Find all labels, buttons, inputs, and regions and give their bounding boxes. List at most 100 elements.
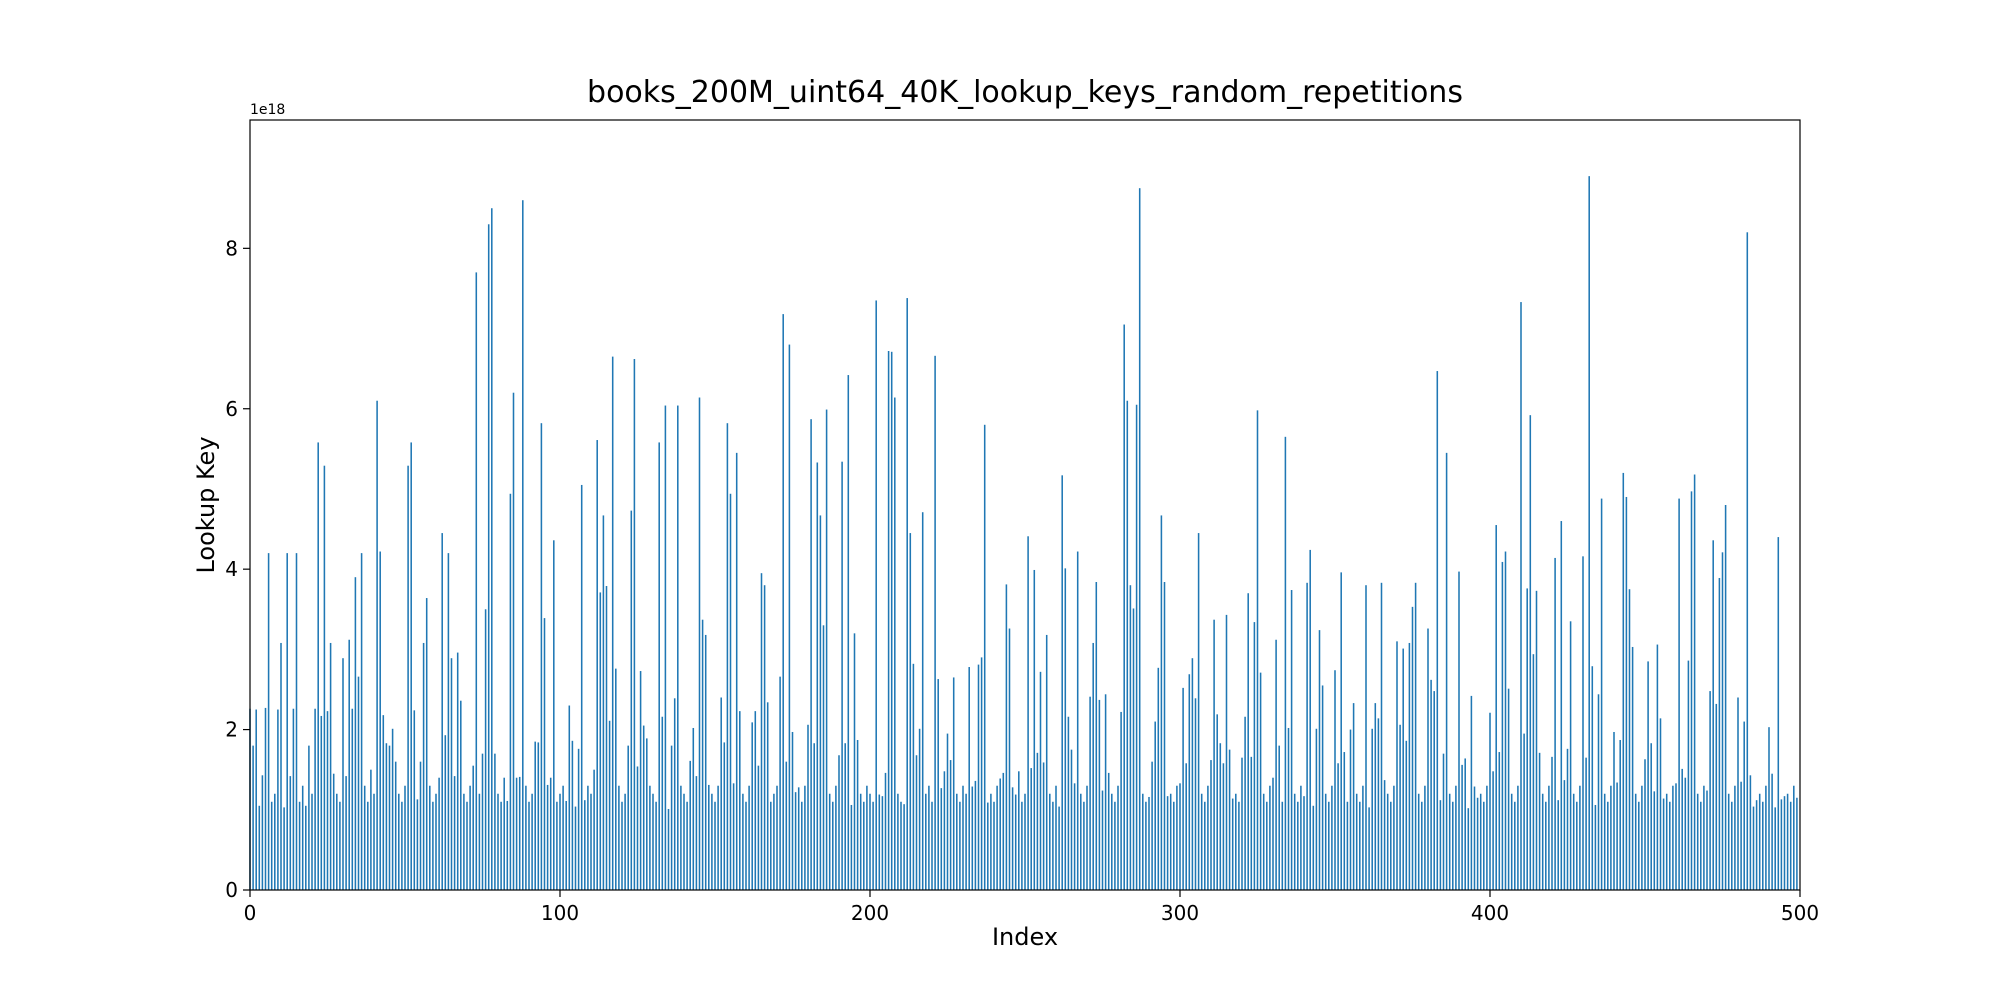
bar	[326, 711, 329, 890]
bar	[680, 785, 682, 890]
y-tick-label: 2	[225, 718, 238, 742]
bar	[348, 639, 350, 890]
bar	[1780, 799, 1783, 890]
bar	[1731, 801, 1733, 890]
bar	[1743, 721, 1745, 890]
bar	[602, 515, 605, 890]
bar	[1024, 793, 1026, 890]
bar	[311, 793, 313, 890]
bar	[1762, 801, 1764, 890]
bar	[1622, 472, 1625, 890]
bar	[1675, 783, 1677, 890]
bar	[531, 793, 533, 890]
bar	[615, 668, 617, 890]
bar	[909, 533, 912, 890]
bar	[1120, 711, 1122, 890]
bar	[1188, 674, 1191, 890]
bar	[1749, 775, 1752, 890]
x-tick-label: 100	[541, 901, 579, 925]
bar	[677, 405, 679, 890]
bar	[534, 741, 536, 890]
bar	[1315, 728, 1318, 890]
bar	[1551, 756, 1553, 890]
bar	[1529, 415, 1532, 890]
bar	[1142, 793, 1144, 890]
bar	[1411, 606, 1414, 890]
bar	[1755, 800, 1758, 890]
bar	[776, 785, 778, 890]
bar	[522, 200, 524, 891]
bar	[317, 442, 319, 890]
bar	[971, 786, 974, 890]
bar	[1123, 324, 1125, 890]
bar	[649, 785, 651, 890]
bar	[1337, 763, 1339, 890]
bar	[1014, 794, 1017, 890]
bar	[766, 702, 769, 890]
bar	[1076, 551, 1079, 890]
y-axis-label: Lookup Key	[192, 436, 220, 573]
bar	[1464, 758, 1466, 890]
bar	[1625, 496, 1628, 890]
bar	[1569, 621, 1572, 890]
bar	[1597, 694, 1600, 890]
bar	[1526, 588, 1528, 890]
bar	[773, 793, 775, 890]
bar	[1470, 695, 1473, 890]
bar	[286, 553, 288, 890]
bar	[1256, 410, 1259, 890]
bar	[667, 808, 670, 890]
bar	[1259, 672, 1262, 890]
bar	[1628, 589, 1631, 890]
bar	[1758, 793, 1761, 890]
bar	[692, 727, 695, 890]
bar	[280, 642, 282, 890]
bar	[1030, 768, 1032, 890]
bar	[1374, 703, 1377, 890]
bar	[1489, 712, 1491, 890]
bar	[863, 801, 865, 890]
bar	[1455, 785, 1457, 890]
bar	[1114, 801, 1116, 890]
bar	[252, 745, 254, 890]
bar	[838, 755, 840, 890]
bar	[1219, 743, 1222, 890]
bar	[1213, 619, 1215, 890]
bar	[1678, 498, 1680, 890]
bar	[1343, 752, 1346, 890]
bar	[785, 761, 788, 890]
bar	[1752, 806, 1755, 890]
bar	[993, 801, 995, 890]
bar	[639, 671, 642, 890]
bar	[1659, 718, 1662, 890]
bar	[1225, 614, 1228, 890]
bar	[261, 775, 264, 890]
bar	[819, 515, 822, 890]
bar	[336, 793, 338, 890]
bar	[1461, 764, 1463, 890]
bar	[1510, 793, 1513, 890]
bar	[398, 793, 400, 890]
bar	[1603, 793, 1606, 890]
bar	[1324, 793, 1327, 890]
bar	[320, 715, 323, 890]
bar	[1476, 797, 1479, 890]
bar	[1696, 793, 1699, 890]
bar	[1197, 533, 1200, 890]
bar	[1501, 561, 1504, 890]
bar	[357, 676, 360, 890]
bar	[264, 707, 267, 890]
bar	[1033, 569, 1036, 890]
bar	[1421, 801, 1423, 890]
bar	[1448, 793, 1451, 890]
bar	[1638, 801, 1640, 890]
bar	[1352, 703, 1355, 890]
bar	[965, 793, 967, 890]
bar	[416, 799, 419, 890]
bar	[912, 663, 915, 890]
bar	[1665, 793, 1668, 890]
bar	[1684, 777, 1687, 890]
bar	[940, 788, 943, 890]
bar	[1737, 697, 1739, 890]
